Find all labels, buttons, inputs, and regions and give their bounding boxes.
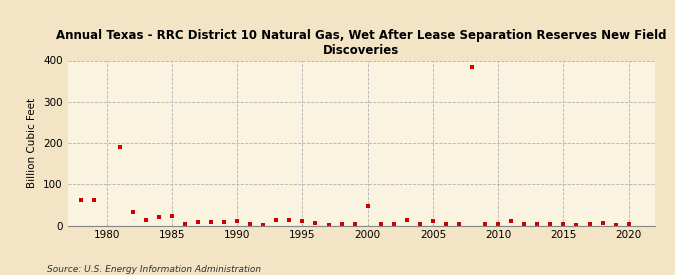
- Title: Annual Texas - RRC District 10 Natural Gas, Wet After Lease Separation Reserves : Annual Texas - RRC District 10 Natural G…: [56, 29, 666, 57]
- Text: Source: U.S. Energy Information Administration: Source: U.S. Energy Information Administ…: [47, 265, 261, 274]
- Y-axis label: Billion Cubic Feet: Billion Cubic Feet: [28, 98, 37, 188]
